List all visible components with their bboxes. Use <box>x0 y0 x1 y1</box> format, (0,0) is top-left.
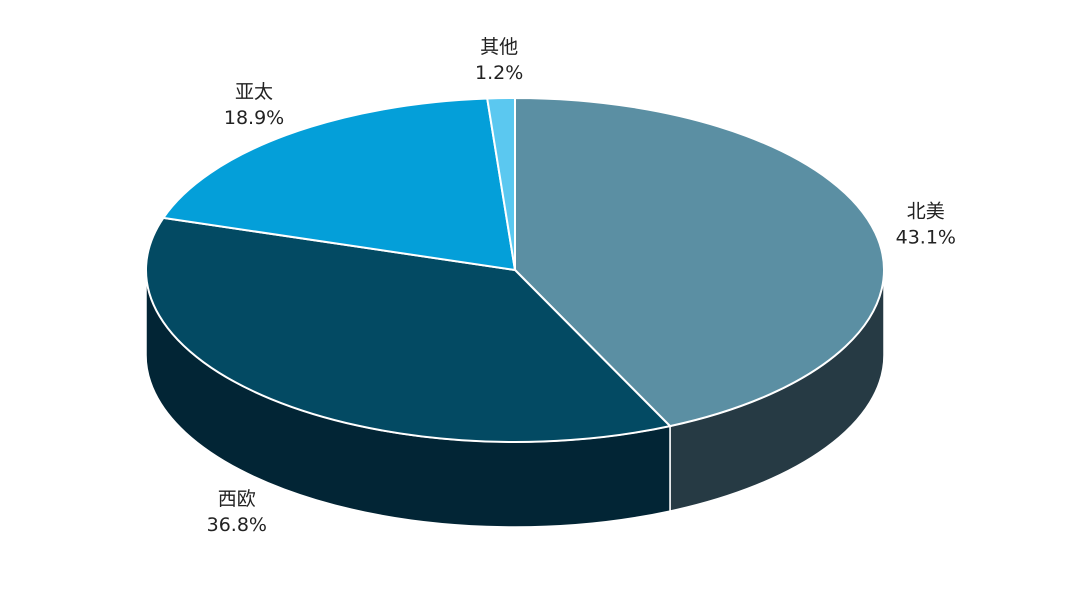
value-label: 43.1% <box>896 226 956 248</box>
category-label: 西欧 <box>218 488 256 510</box>
category-label: 亚太 <box>235 81 273 103</box>
value-label: 36.8% <box>207 514 267 536</box>
pie-slice <box>161 97 517 272</box>
category-label: 北美 <box>907 200 945 222</box>
category-label: 其他 <box>480 36 518 58</box>
value-label: 1.2% <box>475 62 523 84</box>
pie-slice <box>145 216 673 443</box>
value-label: 18.9% <box>224 107 284 129</box>
pie-slice <box>514 96 885 428</box>
pie-slice <box>486 96 516 271</box>
